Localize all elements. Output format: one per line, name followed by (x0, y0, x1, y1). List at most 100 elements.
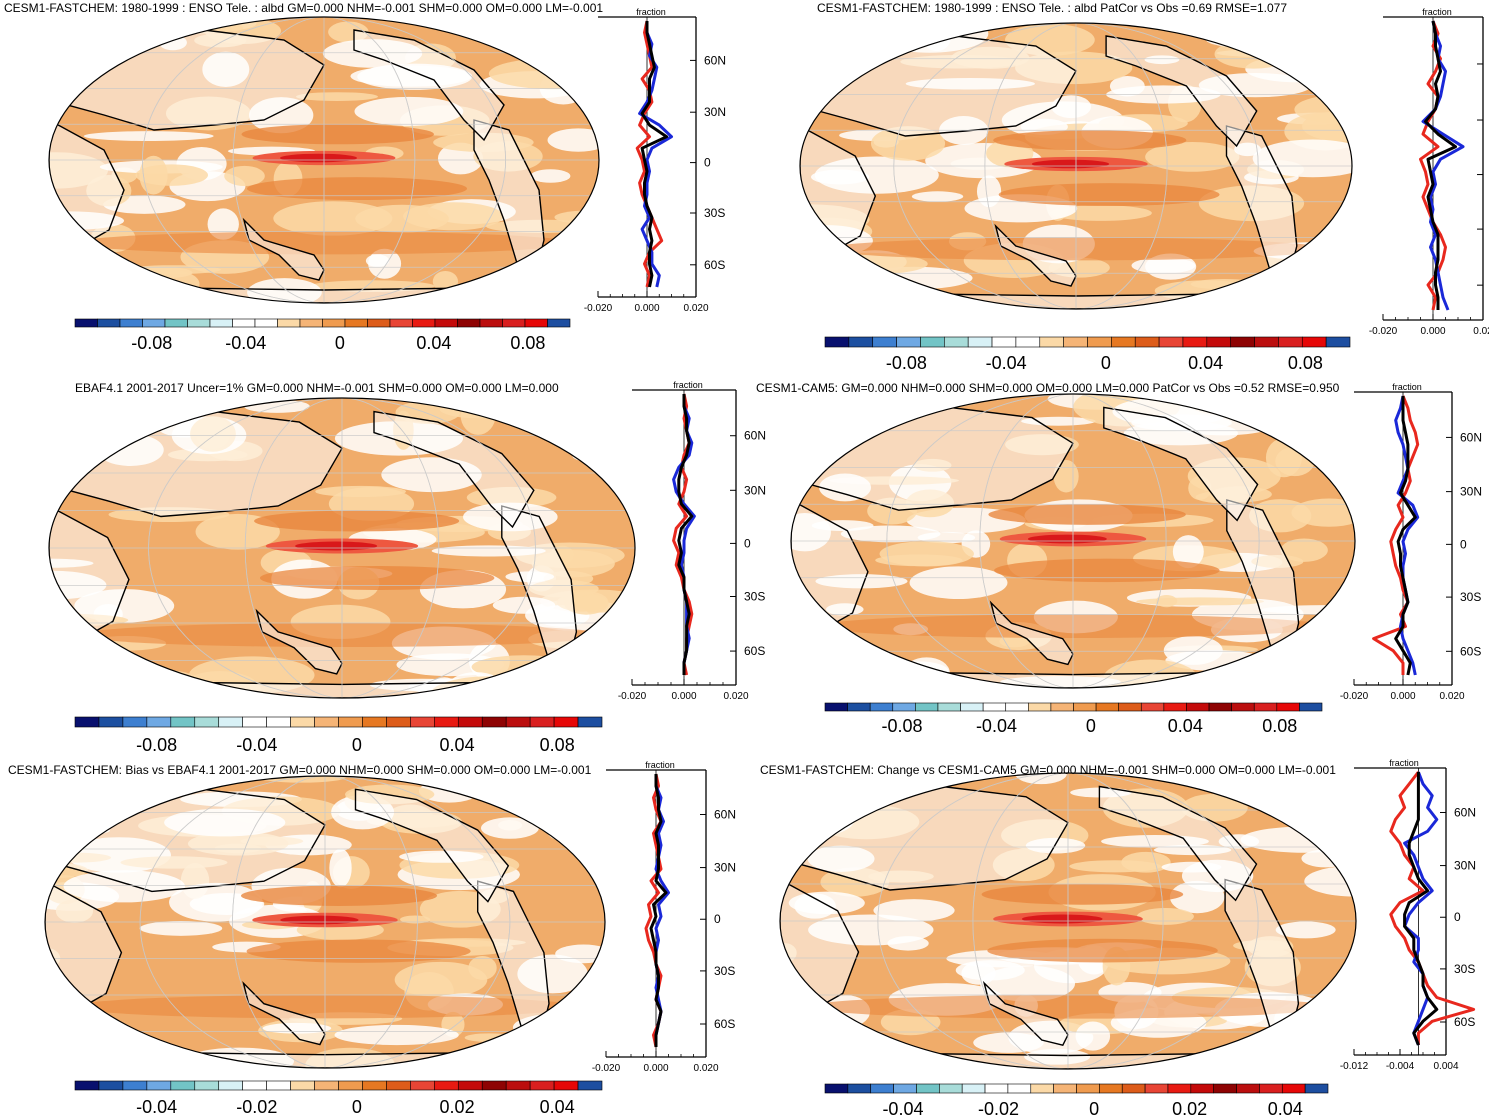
colorbar-swatch (939, 1083, 963, 1094)
colorbar-swatch (242, 1080, 267, 1091)
map-band (247, 177, 467, 201)
map-panel (799, 22, 1353, 310)
colorbar-label: -0.02 (978, 1099, 1019, 1116)
colorbar-swatch (481, 1080, 507, 1091)
profile-series-red (1389, 771, 1476, 1045)
map-band (988, 504, 1186, 525)
colorbar-label: 0 (1086, 716, 1096, 736)
profile-series-black (1424, 20, 1457, 310)
map-patch (572, 446, 635, 466)
profile-y-tick-label: 30S (714, 964, 735, 978)
panel-title: EBAF4.1 2001-2017 Uncer=1% GM=0.000 NHM=… (75, 381, 559, 395)
meridian-line (232, 776, 418, 1068)
profile-panel: fraction -0.020 0.000 0.020 60N 30N 0 30S 60S (618, 380, 766, 702)
colorbar-swatch (1095, 702, 1119, 712)
colorbar-swatch (1167, 1083, 1192, 1094)
profile-title: fraction (1389, 758, 1419, 768)
colorbar-label: 0.04 (440, 735, 475, 755)
colorbar-swatch (1276, 702, 1300, 712)
colorbar-swatch (1230, 336, 1255, 348)
profile-title: fraction (673, 380, 703, 390)
colorbar-label: 0.04 (1268, 1099, 1303, 1116)
map-patch (1275, 921, 1336, 939)
panel-title: CESM1-FASTCHEM: 1980-1999 : ENSO Tele. :… (817, 1, 1287, 15)
colorbar: -0.08 -0.04 0 0.04 0.08 (74, 716, 603, 755)
colorbar-swatch (824, 1083, 849, 1094)
profile-x-tick-label: -0.012 (1340, 1061, 1369, 1072)
colorbar-label: -0.08 (882, 716, 923, 736)
colorbar-swatch (991, 336, 1017, 348)
colorbar-swatch (1325, 336, 1351, 348)
colorbar-swatch (937, 702, 961, 712)
map-patch (334, 1024, 459, 1046)
colorbar: -0.08 -0.04 0 0.04 0.08 (824, 336, 1351, 373)
map-patch (49, 664, 94, 680)
colorbar-swatch (524, 318, 548, 328)
colorbar-label: 0 (1089, 1099, 1099, 1116)
colorbar-swatch (1028, 702, 1052, 712)
colorbar-swatch (170, 716, 196, 728)
colorbar-label: -0.08 (131, 333, 172, 353)
map-patch (1204, 29, 1268, 48)
colorbar-label: -0.04 (976, 716, 1017, 736)
map-patch (1268, 1061, 1356, 1069)
australia-outline (242, 217, 325, 281)
colorbar-swatch (1299, 702, 1323, 712)
colorbar-swatch (266, 716, 291, 728)
map-patch (911, 191, 964, 202)
profile-y-tick-label: 60S (1460, 644, 1481, 658)
profile-series-blue (1421, 20, 1465, 311)
map-patch (498, 281, 599, 295)
colorbar-swatch (1121, 1083, 1146, 1094)
profile-title: fraction (645, 760, 675, 770)
profile-y-tick-label: 60N (704, 53, 726, 67)
map-patch (329, 848, 352, 888)
colorbar-swatch (1076, 1083, 1100, 1094)
profile-x-tick-label: 0.020 (723, 691, 748, 702)
colorbar-swatch (1259, 1083, 1283, 1094)
colorbar-swatch (824, 702, 848, 712)
map-patch (355, 204, 449, 233)
map-field (49, 398, 635, 698)
colorbar-swatch (505, 1080, 531, 1091)
profile-x-tick-label: 0.020 (693, 1063, 718, 1074)
map-border (790, 393, 1356, 689)
map-band (987, 938, 1218, 963)
colorbar-swatch (344, 318, 368, 328)
map-patch (470, 17, 562, 46)
colorbar-swatch (1087, 336, 1112, 348)
map-field (780, 773, 1356, 1069)
profile-panel: fraction -0.020 0.000 0.02 (1369, 7, 1489, 337)
colorbar-swatch (146, 1080, 172, 1091)
profile-series-black (649, 774, 668, 1047)
map-field (45, 776, 605, 1068)
colorbar-label: 0 (335, 333, 345, 353)
colorbar-swatch (1213, 1083, 1237, 1094)
profile-series-black (1403, 772, 1439, 1046)
profile-series-blue (1403, 771, 1439, 1046)
colorbar-swatch (529, 716, 555, 728)
colorbar-label: 0.02 (440, 1097, 475, 1116)
colorbar-label: 0.04 (1168, 716, 1203, 736)
colorbar-swatch (1158, 336, 1184, 348)
colorbar-swatch (1236, 1083, 1260, 1094)
map-patch (1304, 865, 1356, 897)
map-patch (1172, 535, 1204, 569)
meridian-line (979, 394, 1167, 688)
map-band (246, 939, 471, 963)
profile-series-black (1394, 396, 1417, 676)
profile-y-tick-label: 0 (744, 536, 751, 550)
map-band (254, 510, 460, 532)
colorbar-swatch (916, 1083, 940, 1094)
colorbar-swatch (1182, 336, 1208, 348)
colorbar-swatch (386, 716, 411, 728)
colorbar-swatch (869, 702, 894, 712)
map-patch (1252, 139, 1352, 178)
colorbar-swatch (170, 1080, 196, 1091)
colorbar-swatch (164, 318, 188, 328)
colorbar: -0.08 -0.04 0 0.04 0.08 (74, 318, 571, 353)
profile-y-tick-label: 30S (1460, 590, 1481, 604)
map-patch (1136, 907, 1194, 925)
profile-panel: fraction -0.020 0.000 0.020 60N 30N 0 30S 60S (592, 760, 736, 1074)
colorbar-swatch (98, 1080, 124, 1091)
